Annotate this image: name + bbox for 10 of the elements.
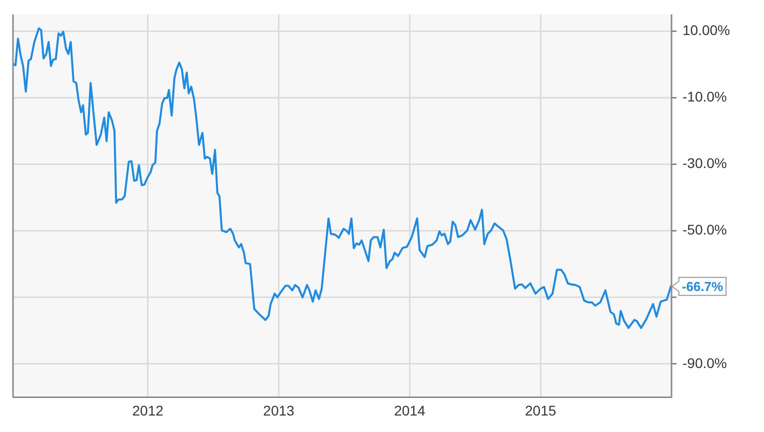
x-tick-label: 2012 bbox=[132, 402, 164, 418]
y-tick-label: 10.00% bbox=[682, 22, 730, 38]
y-tick-label: -90.0% bbox=[682, 354, 727, 371]
x-tick-label: 2014 bbox=[394, 402, 426, 418]
annotation: -66.7% bbox=[682, 278, 724, 294]
x-tick-label: 2013 bbox=[263, 402, 295, 418]
y-tick-label: -30.0% bbox=[682, 155, 727, 172]
x-tick-label: 2015 bbox=[525, 402, 556, 418]
y-tick-label: -10.0% bbox=[682, 88, 727, 104]
y-tick-label: -50.0% bbox=[682, 222, 727, 238]
